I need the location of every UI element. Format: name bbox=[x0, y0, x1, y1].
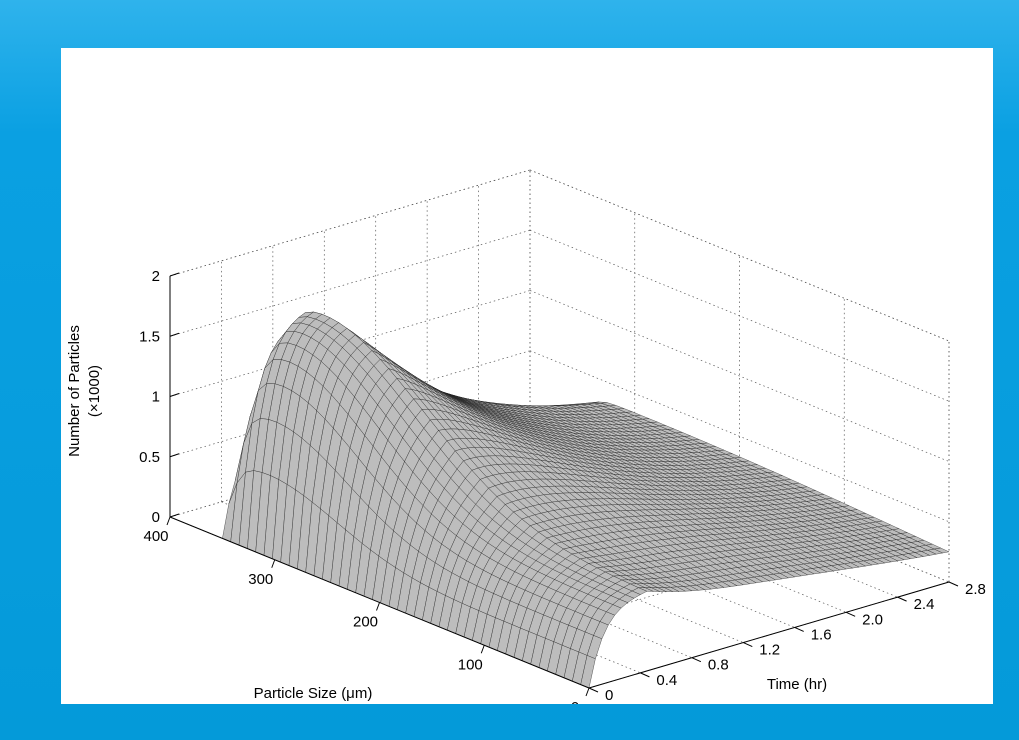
x-axis-label: Particle Size (μm) bbox=[254, 685, 373, 702]
z-axis-unit: (×1000) bbox=[86, 365, 103, 417]
x-tick-mark bbox=[376, 602, 380, 611]
z-axis-label: Number of Particles bbox=[66, 325, 83, 457]
x-tick-label: 200 bbox=[353, 614, 378, 631]
z-tick-mark bbox=[169, 332, 180, 337]
z-tick-mark bbox=[169, 272, 180, 277]
x-tick-label: 100 bbox=[458, 656, 483, 673]
x-tick-label: 400 bbox=[143, 528, 168, 545]
y-tick-mark bbox=[794, 626, 804, 632]
x-tick-mark bbox=[271, 559, 276, 568]
y-tick-label: 1.6 bbox=[811, 626, 832, 643]
y-tick-mark bbox=[588, 687, 599, 693]
tick-layer: 400 300 200 100 0 0 0.4 0.8 1.2 1.6 2.0 2.4 2.8 0 0.5 1… bbox=[139, 268, 986, 716]
z-tick-mark bbox=[169, 393, 180, 397]
box-edge bbox=[529, 169, 950, 342]
x-tick-label: 0 bbox=[571, 699, 579, 704]
y-tick-label: 0.4 bbox=[656, 672, 677, 689]
x-tick-label: 300 bbox=[248, 571, 273, 588]
z-tick-label: 0 bbox=[152, 509, 160, 526]
y-tick-label: 2.4 bbox=[914, 596, 935, 613]
y-tick-label: 0.8 bbox=[708, 657, 729, 674]
z-tick-mark bbox=[169, 453, 180, 458]
y-tick-label: 1.2 bbox=[759, 642, 780, 659]
y-tick-mark bbox=[845, 611, 856, 617]
y-tick-mark bbox=[691, 657, 702, 663]
y-axis-line bbox=[588, 581, 950, 689]
y-tick-mark bbox=[640, 672, 650, 678]
y-tick-mark bbox=[897, 596, 907, 602]
grid-line bbox=[169, 229, 531, 337]
grid-line bbox=[529, 290, 950, 462]
surface-layer bbox=[222, 311, 950, 689]
y-tick-mark bbox=[948, 581, 959, 587]
grid-line bbox=[529, 229, 950, 402]
z-tick-label: 2 bbox=[152, 268, 160, 285]
y-tick-label: 2.0 bbox=[862, 611, 883, 628]
box-edge bbox=[169, 169, 531, 277]
z-tick-label: 1 bbox=[152, 389, 160, 406]
plot-panel: 400 300 200 100 0 0 0.4 0.8 1.2 1.6 2.0 2.4 2.8 0 0.5 1… bbox=[61, 48, 993, 716]
z-tick-label: 0.5 bbox=[139, 449, 160, 466]
x-tick-mark bbox=[585, 687, 590, 697]
grid-line bbox=[169, 169, 531, 277]
x-tick-mark bbox=[480, 645, 485, 654]
grid-line bbox=[529, 350, 950, 523]
x-tick-mark bbox=[166, 516, 171, 526]
y-tick-mark bbox=[743, 642, 753, 648]
y-axis-label: Time (hr) bbox=[767, 676, 827, 693]
y-tick-label: 2.8 bbox=[965, 581, 986, 598]
z-tick-label: 1.5 bbox=[139, 328, 160, 345]
y-tick-label: 0 bbox=[605, 687, 613, 704]
surface-chart: 400 300 200 100 0 0 0.4 0.8 1.2 1.6 2.0 2.4 2.8 0 0.5 1… bbox=[66, 169, 986, 716]
z-tick-mark bbox=[169, 513, 180, 518]
